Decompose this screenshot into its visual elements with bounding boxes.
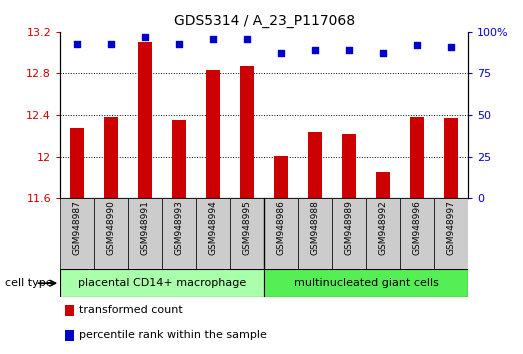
Bar — [70, 127, 84, 198]
Bar — [94, 198, 128, 269]
Point — [107, 41, 116, 46]
Point — [379, 51, 388, 56]
Bar — [196, 198, 230, 269]
Bar — [230, 198, 264, 269]
Bar — [309, 132, 322, 198]
Bar — [275, 156, 288, 198]
Bar — [342, 134, 356, 198]
Point — [175, 41, 184, 46]
Point — [141, 34, 150, 40]
Title: GDS5314 / A_23_P117068: GDS5314 / A_23_P117068 — [174, 14, 355, 28]
Bar — [241, 66, 254, 198]
Text: percentile rank within the sample: percentile rank within the sample — [79, 330, 267, 340]
Text: GSM948990: GSM948990 — [107, 200, 116, 255]
Point — [345, 47, 354, 53]
Bar — [162, 198, 196, 269]
Bar — [173, 120, 186, 198]
Bar — [65, 330, 74, 341]
Bar — [206, 70, 220, 198]
Bar — [264, 269, 468, 297]
Bar — [60, 269, 264, 297]
Bar — [128, 198, 162, 269]
Text: GSM948988: GSM948988 — [311, 200, 320, 255]
Text: GSM948989: GSM948989 — [345, 200, 354, 255]
Text: GSM948987: GSM948987 — [73, 200, 82, 255]
Text: GSM948997: GSM948997 — [447, 200, 456, 255]
Bar — [138, 42, 152, 198]
Point — [209, 36, 218, 41]
Point — [413, 42, 422, 48]
Text: GSM948992: GSM948992 — [379, 200, 388, 255]
Bar — [298, 198, 332, 269]
Bar — [105, 117, 118, 198]
Point — [311, 47, 320, 53]
Bar — [434, 198, 468, 269]
Text: GSM948993: GSM948993 — [175, 200, 184, 255]
Text: GSM948995: GSM948995 — [243, 200, 252, 255]
Bar — [65, 305, 74, 316]
Bar — [60, 198, 94, 269]
Bar — [264, 198, 298, 269]
Bar — [411, 117, 424, 198]
Text: GSM948991: GSM948991 — [141, 200, 150, 255]
Bar — [400, 198, 434, 269]
Bar — [366, 198, 400, 269]
Text: cell type: cell type — [5, 278, 53, 288]
Text: GSM948996: GSM948996 — [413, 200, 422, 255]
Text: GSM948994: GSM948994 — [209, 200, 218, 255]
Bar — [445, 118, 458, 198]
Point — [73, 41, 82, 46]
Text: multinucleated giant cells: multinucleated giant cells — [293, 278, 439, 288]
Bar — [332, 198, 366, 269]
Point — [447, 44, 456, 50]
Text: transformed count: transformed count — [79, 305, 183, 315]
Text: GSM948986: GSM948986 — [277, 200, 286, 255]
Point — [277, 51, 286, 56]
Bar — [377, 172, 390, 198]
Point — [243, 36, 252, 41]
Text: placental CD14+ macrophage: placental CD14+ macrophage — [78, 278, 246, 288]
